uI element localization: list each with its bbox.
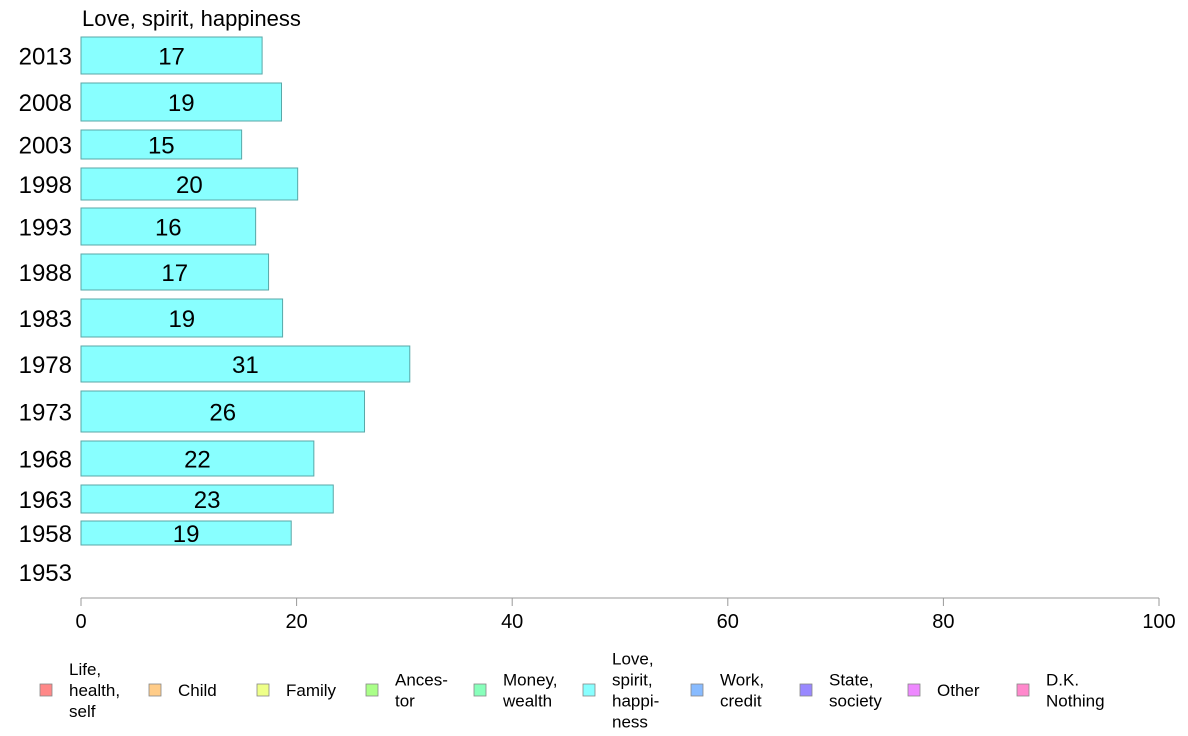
value-label-1993: 16 — [155, 215, 182, 242]
legend-swatch-4 — [473, 683, 487, 697]
legend-label-2: Family — [286, 681, 337, 700]
year-label-1993: 1993 — [19, 215, 72, 242]
year-label-1963: 1963 — [19, 487, 72, 514]
legend-swatch-7 — [799, 683, 813, 697]
x-tick-label-60: 60 — [717, 611, 739, 633]
chart-title: Love, spirit, happiness — [82, 6, 301, 31]
bar-2013 — [80, 36, 263, 75]
year-label-1983: 1983 — [19, 306, 72, 333]
legend-label-0: Life, health, self — [69, 660, 120, 721]
x-tick-label-40: 40 — [501, 611, 523, 633]
legend-label-9: D.K. Nothing — [1046, 671, 1105, 711]
legend-label-1: Child — [178, 681, 217, 700]
value-label-1963: 23 — [194, 487, 221, 514]
value-label-1978: 31 — [232, 352, 259, 379]
legend-label-4: Money, wealth — [502, 671, 558, 711]
legend-swatch-8 — [907, 683, 921, 697]
legend-swatch-2 — [256, 683, 270, 697]
value-label-1973: 26 — [209, 400, 236, 427]
bar-1973 — [80, 390, 366, 433]
legend-swatch-5 — [582, 683, 596, 697]
legend-label-8: Other — [937, 681, 980, 700]
legend-label-5: Love, spirit, happi-ness — [612, 650, 659, 732]
bar-1968 — [80, 440, 315, 477]
legend-swatch-1 — [148, 683, 162, 697]
bar-2008 — [80, 82, 283, 122]
x-tick-label-100: 100 — [1142, 611, 1175, 633]
value-label-1958: 19 — [173, 521, 200, 548]
bar-1958 — [80, 520, 292, 546]
value-label-1988: 17 — [161, 260, 188, 287]
year-label-1973: 1973 — [19, 400, 72, 427]
bar-2003 — [80, 129, 243, 160]
year-label-1978: 1978 — [19, 352, 72, 379]
x-tick-label-0: 0 — [75, 611, 86, 633]
legend-swatch-6 — [690, 683, 704, 697]
bar-1988 — [80, 253, 270, 291]
year-label-2003: 2003 — [19, 133, 72, 160]
bar-1998 — [80, 167, 299, 201]
value-label-2013: 17 — [158, 44, 185, 71]
year-label-2013: 2013 — [19, 44, 72, 71]
x-tick-label-80: 80 — [932, 611, 954, 633]
bars-layer: 2013 17 2008 19 2003 15 1998 20 1993 16 1988 17 1983… — [19, 36, 411, 587]
legend-label-7: State, society — [829, 671, 882, 711]
value-label-1998: 20 — [176, 172, 203, 199]
x-tick-label-20: 20 — [285, 611, 307, 633]
year-label-1968: 1968 — [19, 447, 72, 474]
legend-label-6: Work, credit — [720, 671, 764, 711]
bar-1963 — [80, 484, 334, 514]
year-label-1988: 1988 — [19, 260, 72, 287]
legend: Life, health, self Child Family Ances-tor Mone… — [39, 650, 1105, 732]
bar-1983 — [80, 298, 284, 338]
value-label-2008: 19 — [168, 90, 195, 117]
value-label-1983: 19 — [168, 306, 195, 333]
legend-swatch-3 — [365, 683, 379, 697]
bar-1993 — [80, 207, 257, 246]
year-label-1958: 1958 — [19, 521, 72, 548]
x-axis: 0 20 40 60 80 100 — [75, 597, 1176, 633]
legend-swatch-0 — [39, 683, 53, 697]
bar-1978 — [80, 345, 411, 383]
value-label-2003: 15 — [148, 133, 175, 160]
year-label-1953: 1953 — [19, 560, 72, 587]
value-label-1968: 22 — [184, 447, 211, 474]
year-label-2008: 2008 — [19, 90, 72, 117]
year-label-1998: 1998 — [19, 172, 72, 199]
legend-swatch-9 — [1016, 683, 1030, 697]
legend-label-3: Ances-tor — [395, 671, 448, 711]
